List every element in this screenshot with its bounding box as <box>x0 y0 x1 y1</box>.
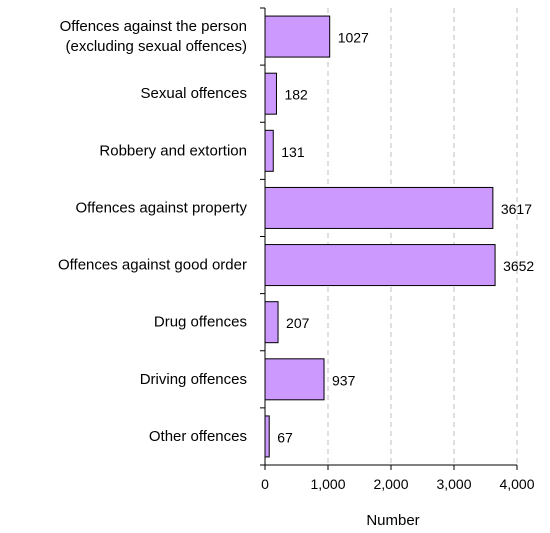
category-labels: Offences against the person (excluding se… <box>58 18 248 445</box>
bar <box>264 129 274 172</box>
value-label: 67 <box>277 429 293 445</box>
bar <box>264 415 270 458</box>
value-label: 182 <box>284 87 308 103</box>
category-label: Robbery and extortion <box>99 142 247 159</box>
x-axis-title: Number <box>366 512 419 529</box>
value-label: 131 <box>281 144 305 160</box>
gridlines <box>327 8 518 465</box>
category-label: Offences against property <box>76 199 248 216</box>
bar <box>264 72 277 115</box>
category-label: Offences against good order <box>58 257 247 274</box>
bar <box>264 15 331 58</box>
category-label: Offences against the person <box>60 18 247 35</box>
value-labels: 1027 182 131 3617 3652 207 937 67 <box>277 30 534 446</box>
x-tick-labels: 0 1,000 2,000 3,000 4,000 <box>261 476 535 492</box>
bar <box>264 244 496 287</box>
x-tick-label: 0 <box>261 476 269 492</box>
value-label: 3652 <box>503 258 534 274</box>
category-label: Sexual offences <box>141 85 247 102</box>
bar <box>264 301 279 344</box>
category-label: Driving offences <box>140 371 247 388</box>
axes <box>260 7 518 470</box>
bar <box>264 358 325 401</box>
x-tick-label: 3,000 <box>436 476 471 492</box>
category-label: (excluding sexual offences) <box>66 38 248 55</box>
value-label: 937 <box>332 372 356 388</box>
x-tick-label: 2,000 <box>373 476 408 492</box>
x-tick-label: 4,000 <box>499 476 534 492</box>
bar <box>264 186 494 229</box>
value-label: 3617 <box>501 201 532 217</box>
category-label: Other offences <box>149 428 247 445</box>
category-label: Drug offences <box>154 314 247 331</box>
value-label: 207 <box>286 315 310 331</box>
value-label: 1027 <box>338 30 369 46</box>
bars <box>264 15 496 458</box>
x-tick-label: 1,000 <box>310 476 345 492</box>
